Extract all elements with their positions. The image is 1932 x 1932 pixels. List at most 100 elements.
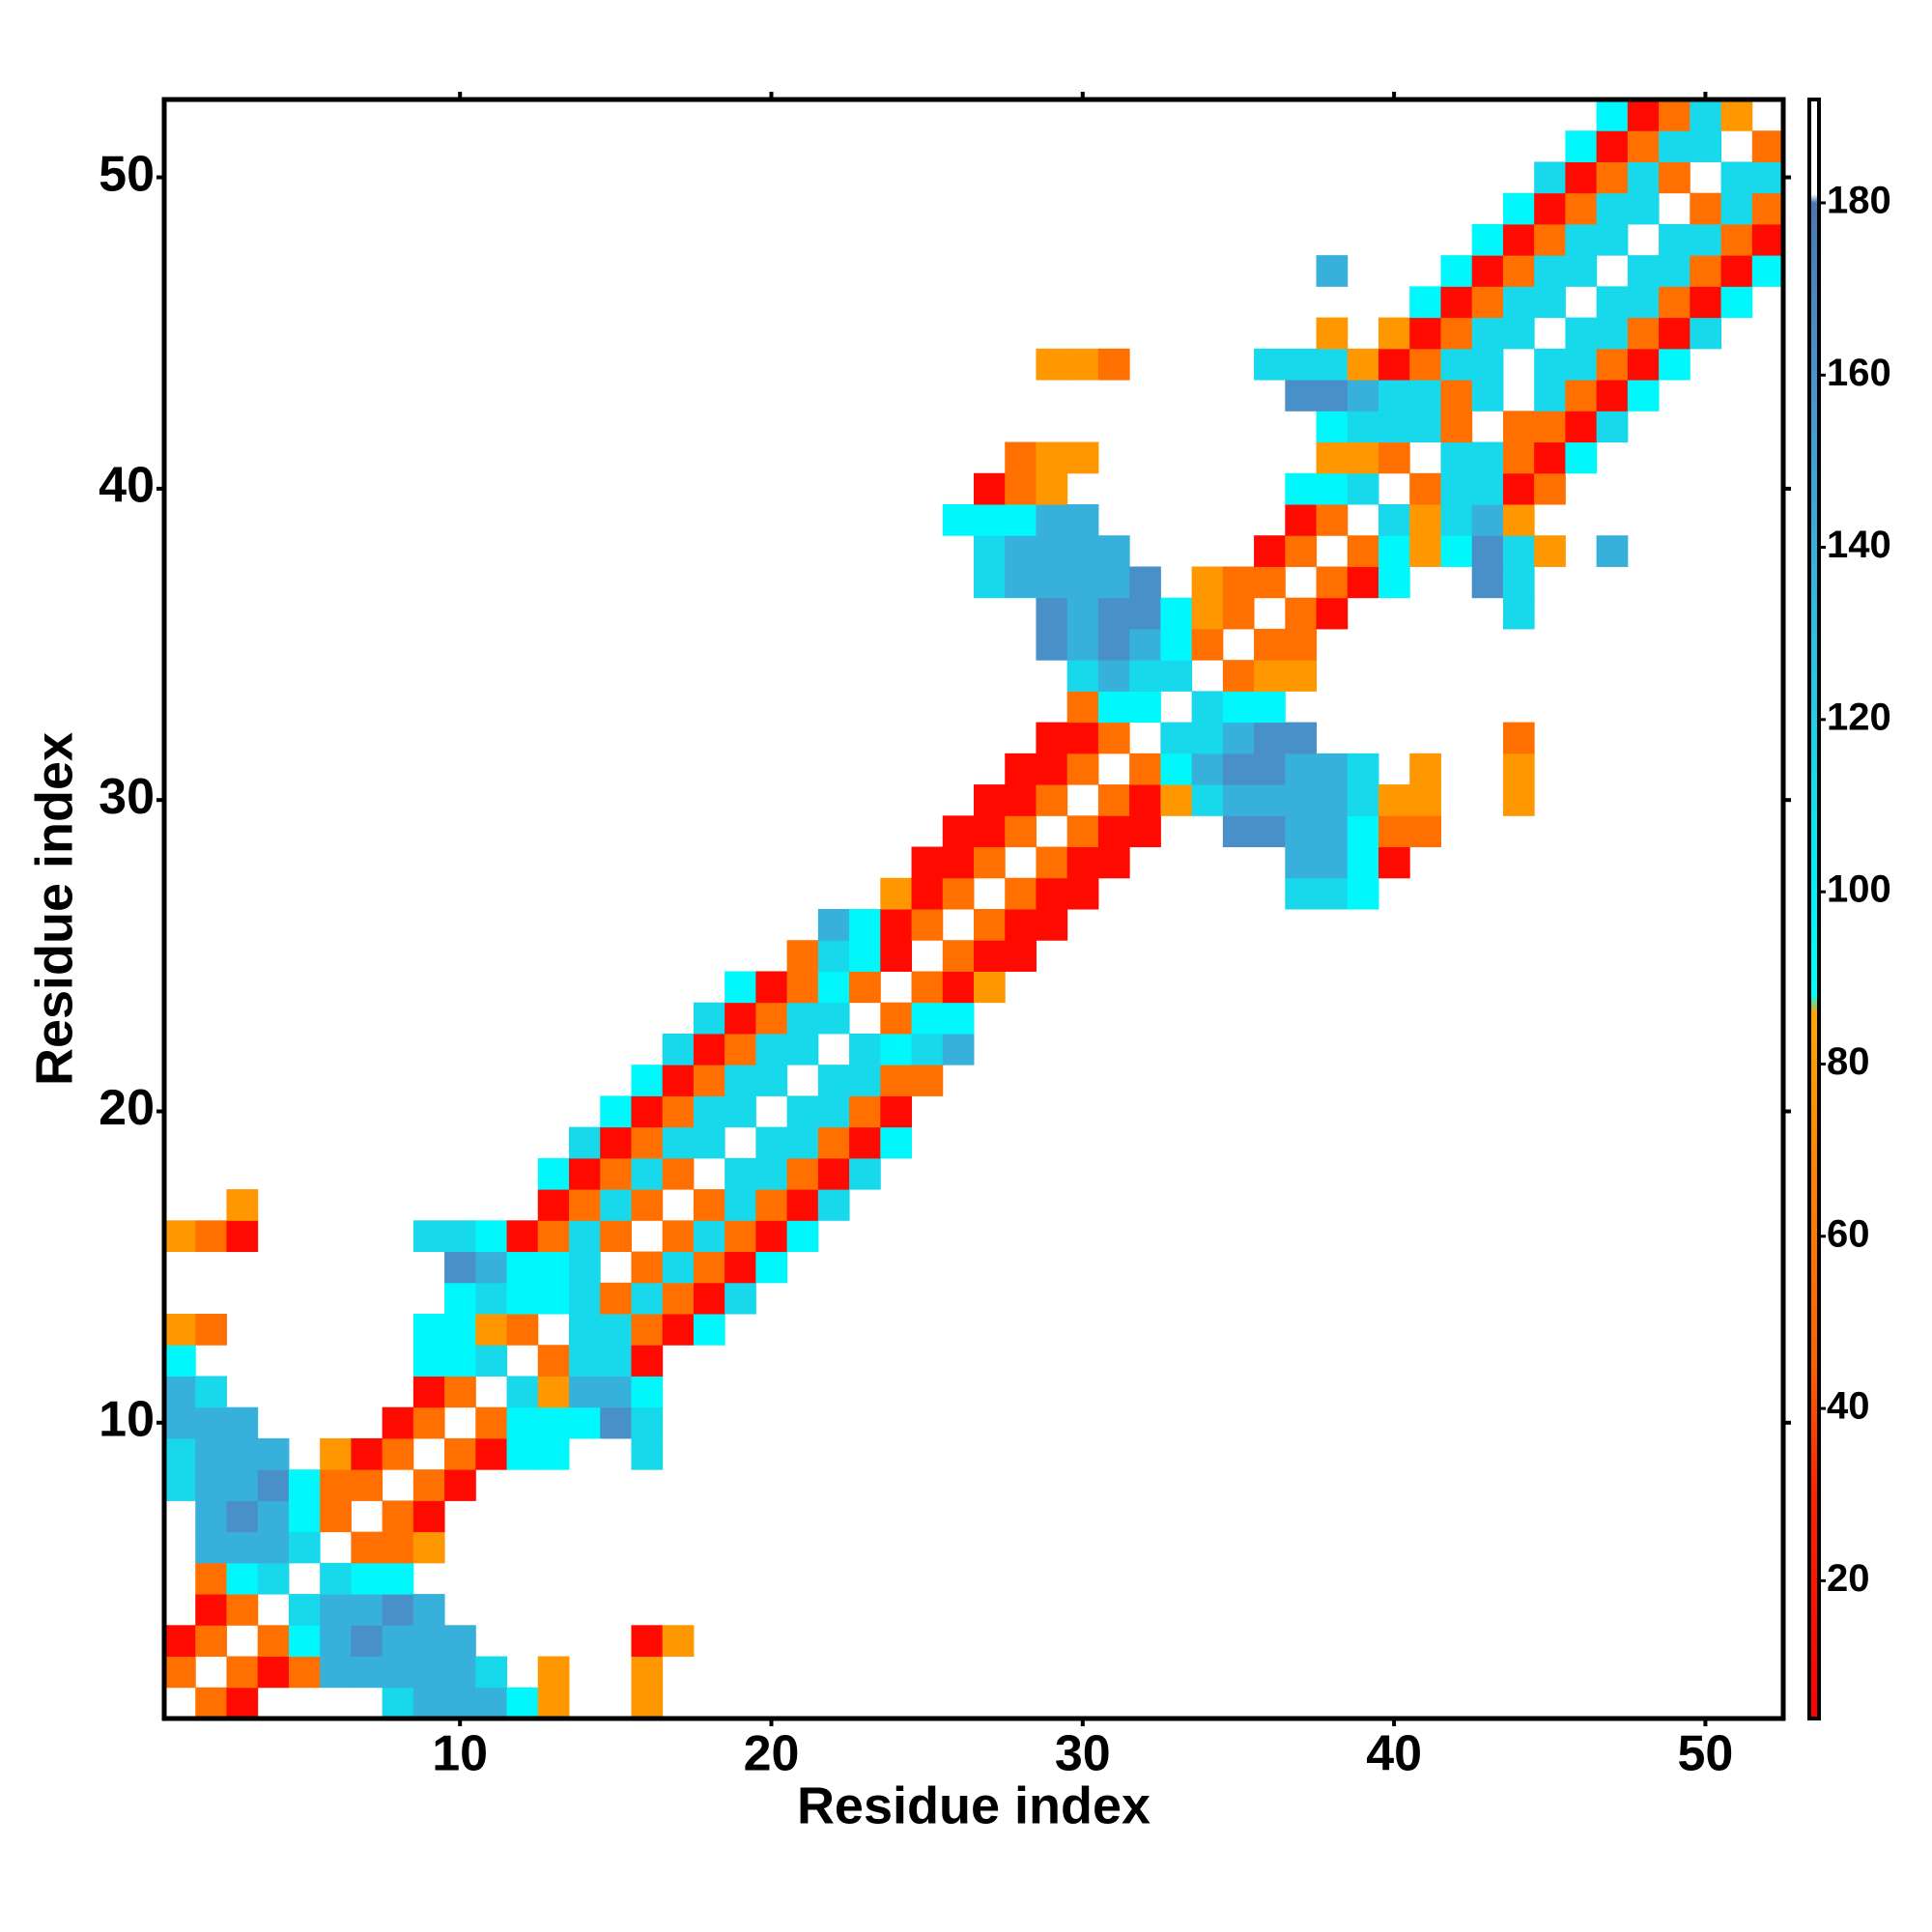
heatmap-cell bbox=[880, 940, 913, 972]
heatmap-cell bbox=[1160, 597, 1193, 630]
heatmap-cell bbox=[1005, 877, 1037, 910]
heatmap-cell bbox=[444, 1282, 476, 1315]
heatmap-cell bbox=[1191, 566, 1224, 599]
colorbar-tick-label: 100 bbox=[1827, 868, 1891, 911]
heatmap-cell bbox=[412, 1220, 445, 1253]
heatmap-cell bbox=[444, 1314, 476, 1346]
heatmap-cell bbox=[1471, 535, 1504, 567]
heatmap-cell bbox=[195, 1376, 227, 1408]
heatmap-cell bbox=[1316, 815, 1349, 848]
heatmap-cell bbox=[444, 1220, 476, 1253]
heatmap-cell bbox=[569, 1220, 601, 1253]
heatmap-cell bbox=[631, 1376, 664, 1408]
heatmap-cell bbox=[195, 1437, 227, 1470]
heatmap-cell bbox=[974, 909, 1006, 941]
heatmap-cell bbox=[974, 504, 1006, 536]
heatmap-cell bbox=[1222, 566, 1255, 599]
heatmap-cell bbox=[1036, 909, 1068, 941]
heatmap-cell bbox=[631, 1406, 664, 1439]
heatmap-cell bbox=[1659, 348, 1690, 381]
heatmap-cell bbox=[1502, 255, 1535, 287]
heatmap-cell bbox=[412, 1314, 445, 1346]
heatmap-cell bbox=[662, 1126, 695, 1159]
heatmap-cell bbox=[475, 1251, 508, 1284]
heatmap-cell bbox=[1565, 223, 1598, 256]
heatmap-cell bbox=[1254, 660, 1286, 692]
y-tick-label: 50 bbox=[99, 146, 155, 202]
heatmap-cell bbox=[1720, 223, 1753, 256]
heatmap-cell bbox=[755, 971, 788, 1004]
heatmap-cell bbox=[288, 1594, 321, 1626]
heatmap-cell bbox=[849, 909, 881, 941]
heatmap-cell bbox=[320, 1594, 352, 1626]
heatmap-cell bbox=[444, 1656, 476, 1689]
heatmap-cell bbox=[724, 1251, 756, 1284]
heatmap-cell bbox=[631, 1437, 664, 1470]
heatmap-cell bbox=[1440, 317, 1473, 350]
heatmap-cell bbox=[412, 1406, 445, 1439]
heatmap-cell bbox=[1690, 286, 1722, 319]
heatmap-cell bbox=[412, 1687, 445, 1719]
heatmap-cell bbox=[506, 1251, 539, 1284]
heatmap-cell bbox=[1440, 535, 1473, 567]
heatmap-cell bbox=[631, 1251, 664, 1284]
heatmap-cell bbox=[412, 1625, 445, 1658]
heatmap-cell bbox=[755, 1220, 788, 1253]
heatmap-cell bbox=[786, 1189, 819, 1221]
heatmap-cell bbox=[1066, 877, 1099, 910]
heatmap-cell bbox=[1409, 535, 1441, 567]
heatmap-cell bbox=[1285, 846, 1318, 879]
heatmap-cell bbox=[631, 1126, 664, 1159]
heatmap-cell bbox=[1285, 535, 1318, 567]
heatmap-cell bbox=[1285, 722, 1318, 754]
heatmap-cell bbox=[226, 1594, 259, 1626]
heatmap-cell bbox=[880, 1126, 913, 1159]
heatmap-cell bbox=[1502, 722, 1535, 754]
heatmap-cell bbox=[974, 566, 1006, 599]
heatmap-cell bbox=[226, 1406, 259, 1439]
heatmap-cell bbox=[1316, 255, 1349, 287]
x-tick-label: 10 bbox=[432, 1726, 488, 1782]
heatmap-cell bbox=[1627, 255, 1660, 287]
heatmap-cell bbox=[1160, 660, 1193, 692]
heatmap-cell bbox=[974, 815, 1006, 848]
heatmap-cell bbox=[351, 1656, 384, 1689]
heatmap-cell bbox=[537, 1687, 570, 1719]
heatmap-cell bbox=[631, 1189, 664, 1221]
heatmap-cell bbox=[1502, 223, 1535, 256]
heatmap-cell bbox=[475, 1220, 508, 1253]
heatmap-cell bbox=[1036, 753, 1068, 785]
heatmap-cell bbox=[164, 1376, 196, 1408]
heatmap-cell bbox=[1409, 815, 1441, 848]
heatmap-cell bbox=[1471, 317, 1504, 350]
heatmap-cell bbox=[351, 1469, 384, 1501]
heatmap-cell bbox=[226, 1189, 259, 1221]
heatmap-cell bbox=[382, 1500, 414, 1533]
heatmap-cell bbox=[1347, 877, 1379, 910]
heatmap-cell bbox=[786, 1033, 819, 1065]
heatmap-cell bbox=[195, 1500, 227, 1533]
heatmap-cell bbox=[849, 971, 881, 1004]
heatmap-cell bbox=[880, 1033, 913, 1065]
heatmap-cell bbox=[1129, 566, 1161, 599]
heatmap-cell bbox=[1534, 348, 1566, 381]
heatmap-cell bbox=[1627, 99, 1660, 131]
heatmap-cell bbox=[817, 1002, 850, 1035]
heatmap-cell bbox=[1347, 380, 1379, 412]
heatmap-cell bbox=[1409, 286, 1441, 319]
heatmap-cell bbox=[1316, 597, 1349, 630]
heatmap-cell bbox=[911, 846, 944, 879]
heatmap-cell bbox=[444, 1345, 476, 1377]
heatmap-cell bbox=[1316, 753, 1349, 785]
heatmap-cell bbox=[693, 1065, 725, 1096]
heatmap-cell bbox=[724, 1002, 756, 1035]
heatmap-cell bbox=[444, 1687, 476, 1719]
heatmap-cell bbox=[974, 846, 1006, 879]
heatmap-cell bbox=[755, 1157, 788, 1190]
heatmap-cell bbox=[164, 1437, 196, 1470]
heatmap-cell bbox=[1502, 472, 1535, 505]
heatmap-cell bbox=[1502, 441, 1535, 474]
heatmap-cell bbox=[537, 1437, 570, 1470]
heatmap-cell bbox=[1471, 255, 1504, 287]
heatmap-cell bbox=[1097, 784, 1130, 816]
